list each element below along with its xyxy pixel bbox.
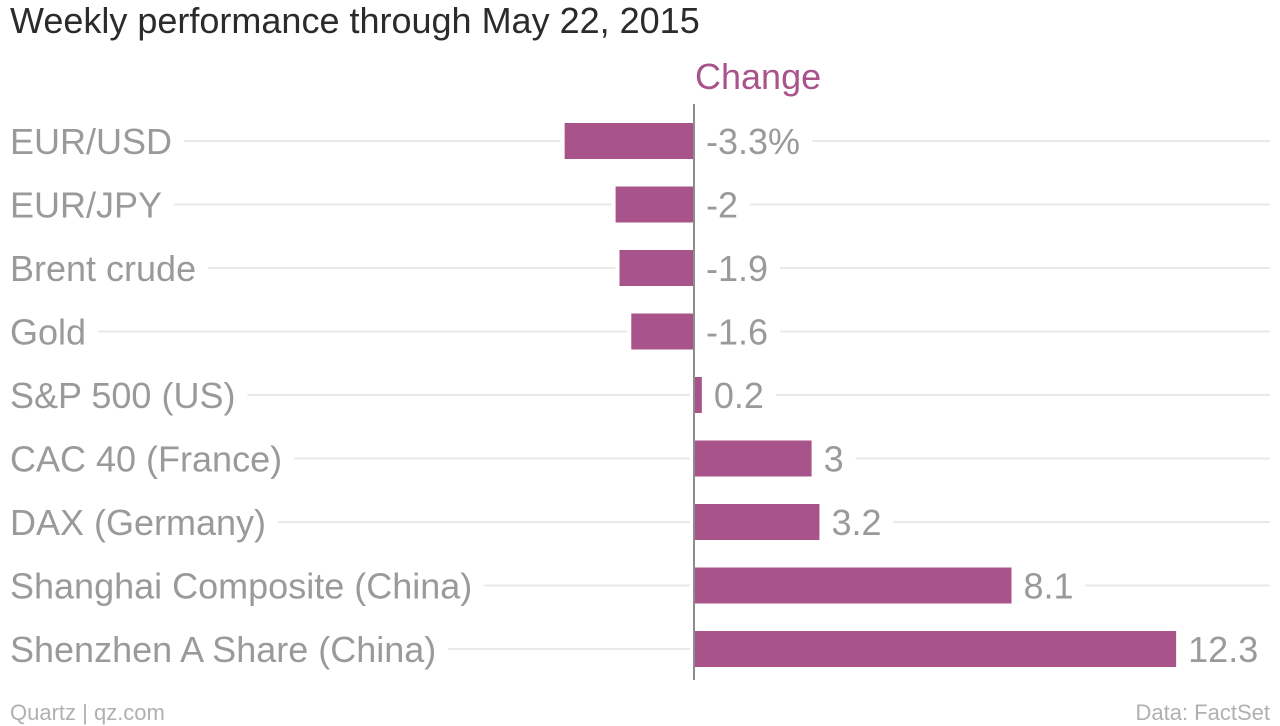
bar [694, 567, 1012, 604]
bar [694, 377, 702, 413]
series-label: Change [695, 56, 821, 97]
bar [631, 313, 694, 350]
bars [564, 123, 1177, 667]
category-label: EUR/USD [10, 121, 172, 162]
bar [619, 250, 694, 286]
value-labels: -3.3% -2 -1.9 -1.6 0.2 3 3.2 8.1 12.3 [706, 121, 1258, 670]
value-label: -3.3% [706, 121, 800, 162]
value-label: 0.2 [714, 375, 764, 416]
footer-source-left: Quartz | qz.com [10, 700, 165, 725]
category-label: Shenzhen A Share (China) [10, 629, 436, 670]
category-label: EUR/JPY [10, 185, 162, 226]
category-label: Shanghai Composite (China) [10, 566, 472, 607]
category-label: Brent crude [10, 248, 196, 289]
value-label: -1.9 [706, 248, 768, 289]
value-label: 3 [824, 439, 844, 480]
chart-title: Weekly performance through May 22, 2015 [10, 0, 700, 41]
category-label: S&P 500 (US) [10, 375, 235, 416]
bar [694, 440, 812, 477]
bar [564, 123, 694, 159]
value-label: -1.6 [706, 312, 768, 353]
value-label: 8.1 [1024, 566, 1074, 607]
bar [694, 504, 820, 540]
footer-source-right: Data: FactSet [1135, 700, 1270, 725]
category-labels: EUR/USD EUR/JPY Brent crude Gold S&P 500 (US… [10, 121, 472, 670]
bar [694, 631, 1177, 667]
value-label: -2 [706, 185, 738, 226]
bar [615, 186, 694, 223]
category-label: CAC 40 (France) [10, 439, 282, 480]
value-label: 3.2 [831, 502, 881, 543]
category-label: DAX (Germany) [10, 502, 266, 543]
gridlines [98, 140, 1270, 650]
category-label: Gold [10, 312, 86, 353]
value-label: 12.3 [1188, 629, 1258, 670]
